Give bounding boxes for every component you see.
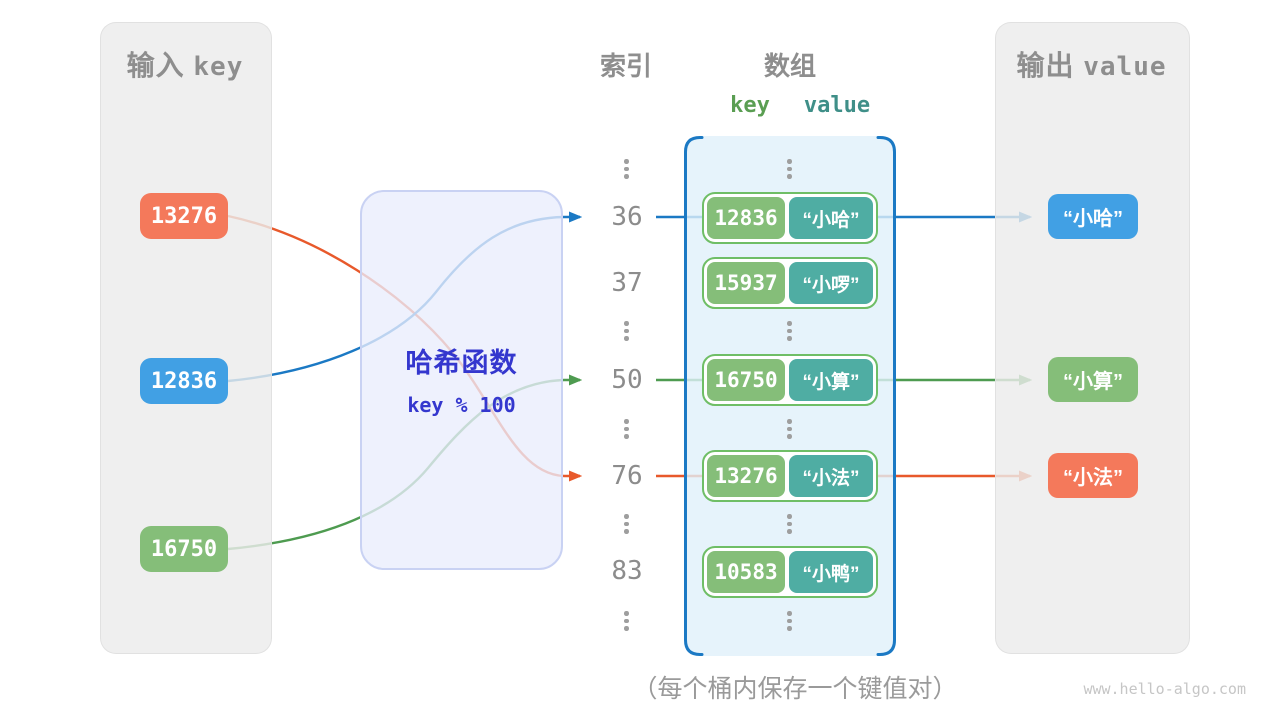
index-ellipsis-2 <box>624 321 629 341</box>
input-panel-title: 输入 key <box>100 44 270 84</box>
bucket-83: 10583 “小鸭” <box>702 546 878 598</box>
hash-function-formula: key % 100 <box>407 393 516 417</box>
output-panel-title-en: value <box>1083 52 1167 82</box>
bucket-50-key: 16750 <box>707 359 785 401</box>
index-ellipsis-5 <box>624 611 629 631</box>
input-panel-title-cn: 输入 <box>126 50 185 81</box>
output-value-xiaoha: “小哈” <box>1048 194 1138 239</box>
bucket-83-value: “小鸭” <box>789 551 873 593</box>
bucket-83-key: 10583 <box>707 551 785 593</box>
bucket-50: 16750 “小算” <box>702 354 878 406</box>
index-ellipsis-1 <box>624 159 629 179</box>
bucket-36-key: 12836 <box>707 197 785 239</box>
bucket-76: 13276 “小法” <box>702 450 878 502</box>
input-key-12836: 12836 <box>140 358 228 404</box>
index-36: 36 <box>611 202 643 232</box>
index-column-header: 索引 <box>599 51 652 81</box>
output-value-xiaofa: “小法” <box>1048 453 1138 498</box>
input-panel-title-en: key <box>193 52 244 82</box>
index-50: 50 <box>611 365 643 395</box>
array-ellipsis-4 <box>787 514 792 534</box>
output-panel-title: 输出 value <box>995 44 1188 84</box>
array-ellipsis-3 <box>787 419 792 439</box>
hash-function-box <box>360 190 563 570</box>
array-ellipsis-1 <box>787 159 792 179</box>
diagram-caption: （每个桶内保存一个键值对） <box>632 675 958 703</box>
index-ellipsis-3 <box>624 419 629 439</box>
array-ellipsis-5 <box>787 611 792 631</box>
key-column-label: key <box>730 93 770 118</box>
index-ellipsis-4 <box>624 514 629 534</box>
array-column-header: 数组 <box>763 51 816 81</box>
bucket-37: 15937 “小啰” <box>702 257 878 309</box>
bucket-76-key: 13276 <box>707 455 785 497</box>
index-76: 76 <box>611 461 643 491</box>
bucket-37-value: “小啰” <box>789 262 873 304</box>
bucket-76-value: “小法” <box>789 455 873 497</box>
watermark-url: www.hello-algo.com <box>1083 680 1246 698</box>
input-key-16750: 16750 <box>140 526 228 572</box>
output-panel-title-cn: 输出 <box>1016 50 1075 81</box>
value-column-label: value <box>803 93 871 118</box>
output-value-panel <box>995 22 1190 654</box>
input-key-13276: 13276 <box>140 193 228 239</box>
index-37: 37 <box>611 268 643 298</box>
hash-function-title: 哈希函数 <box>405 348 518 378</box>
bucket-36: 12836 “小哈” <box>702 192 878 244</box>
index-83: 83 <box>611 556 643 586</box>
array-ellipsis-2 <box>787 321 792 341</box>
bucket-36-value: “小哈” <box>789 197 873 239</box>
bucket-37-key: 15937 <box>707 262 785 304</box>
bucket-50-value: “小算” <box>789 359 873 401</box>
output-value-xiaosuan: “小算” <box>1048 357 1138 402</box>
